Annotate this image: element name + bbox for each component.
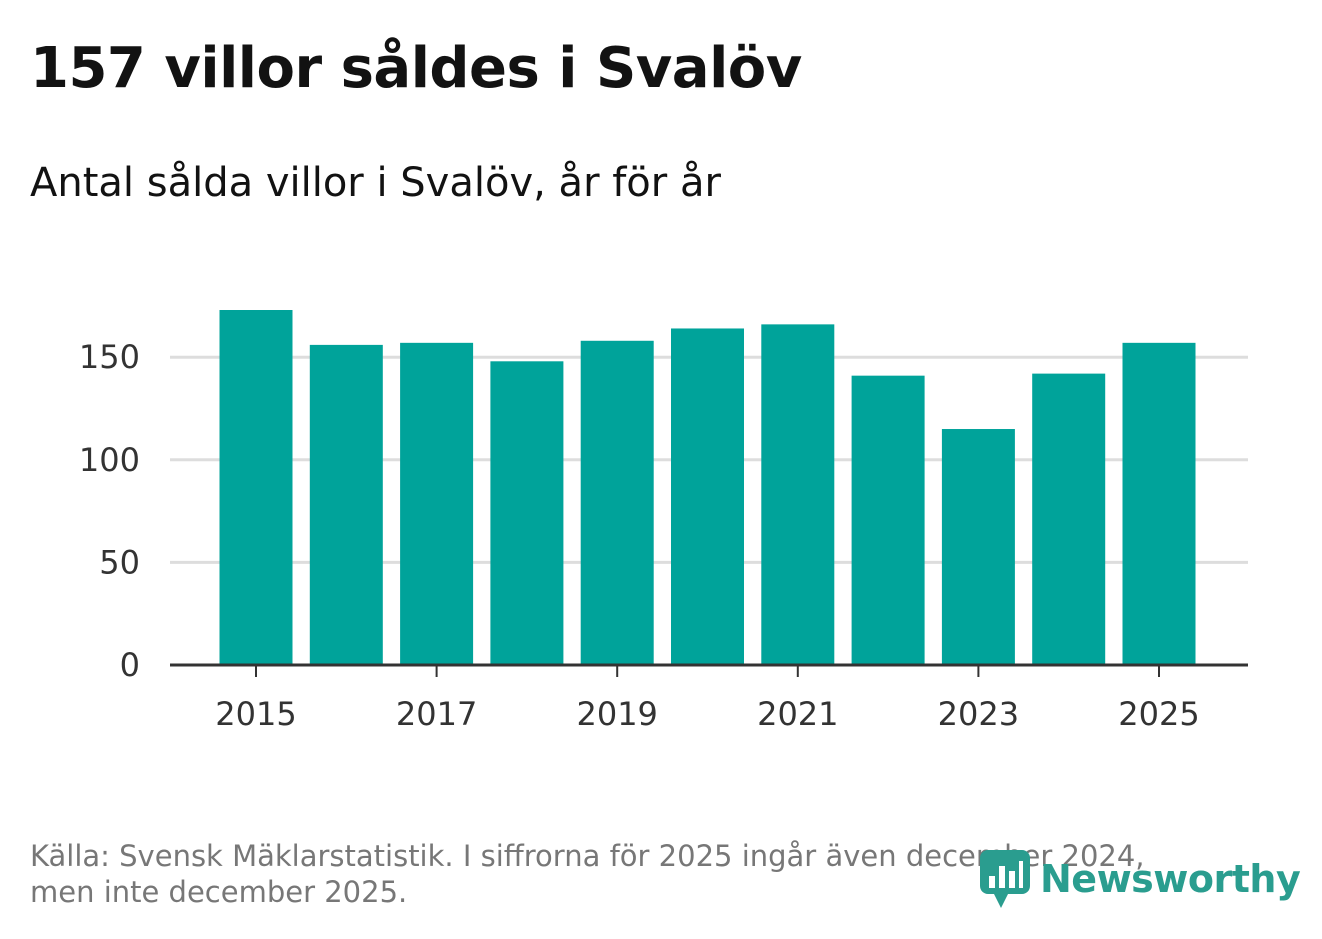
bars — [219, 310, 1196, 665]
newsworthy-logo-icon — [980, 850, 1030, 908]
bar-2017 — [400, 342, 474, 665]
bar-2018 — [490, 361, 564, 665]
bar-2022 — [851, 375, 925, 665]
x-tick-label-2015: 2015 — [215, 695, 296, 733]
bar-2016 — [309, 344, 383, 665]
x-tick-label-2017: 2017 — [396, 695, 477, 733]
source-line-1: Källa: Svensk Mäklarstatistik. I siffror… — [30, 839, 1145, 873]
y-tick-label-0: 0 — [120, 646, 140, 684]
axes: 0 50 100 150 2015 2017 2019 2021 2023 2025 — [79, 338, 1248, 733]
bar-2020 — [671, 328, 744, 665]
bar-2015 — [219, 310, 293, 665]
x-tick-label-2025: 2025 — [1118, 695, 1199, 733]
x-tick-label-2021: 2021 — [757, 695, 838, 733]
x-tick-label-2019: 2019 — [576, 695, 657, 733]
y-tick-label-100: 100 — [79, 441, 140, 479]
bar-2021 — [761, 324, 835, 665]
y-tick-label-150: 150 — [79, 338, 140, 376]
newsworthy-logo: Newsworthy — [980, 850, 1301, 908]
bar-2024 — [1032, 373, 1106, 665]
source-note: Källa: Svensk Mäklarstatistik. I siffror… — [30, 838, 1145, 910]
bar-2025 — [1122, 342, 1196, 665]
source-line-2: men inte december 2025. — [30, 875, 408, 909]
chart-subtitle: Antal sålda villor i Svalöv, år för år — [30, 160, 721, 206]
x-tick-label-2023: 2023 — [938, 695, 1019, 733]
chart-title: 157 villor såldes i Svalöv — [30, 36, 802, 101]
bar-2023 — [941, 429, 1015, 665]
logo-text: Newsworthy — [1040, 857, 1301, 901]
bar-2019 — [580, 340, 654, 665]
bar-chart: 0 50 100 150 2015 2017 2019 2021 2023 2025 — [79, 310, 1248, 733]
y-tick-label-50: 50 — [99, 543, 140, 581]
